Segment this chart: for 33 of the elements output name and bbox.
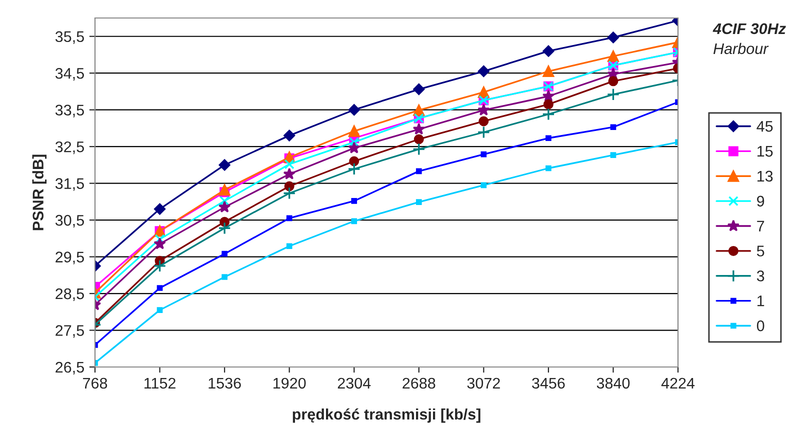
y-tick-label: 27,5: [56, 325, 84, 338]
x-tick-label: 2688: [402, 378, 436, 389]
x-tick-label: 1152: [144, 378, 176, 389]
x-tick-label: 768: [83, 378, 108, 389]
x-tick-label: 3072: [467, 378, 500, 389]
legend-label: 1: [757, 296, 764, 306]
y-tick-label: 33,5: [55, 104, 84, 118]
y-tick-label: 26,5: [56, 362, 84, 374]
x-tick-label: 1536: [208, 378, 241, 389]
y-tick-label: 35,5: [55, 31, 84, 44]
x-tick-label: 1920: [274, 378, 306, 389]
legend-label: 3: [756, 270, 764, 282]
y-tick-label: 28,5: [56, 288, 84, 302]
legend-label: 0: [756, 320, 764, 332]
x-axis-title: prędkość transmisji [kb/s]: [292, 408, 480, 423]
y-tick-label: 30,5: [55, 214, 84, 228]
x-tick-label: 3840: [596, 378, 630, 389]
y-tick-label: 34,5: [55, 68, 84, 81]
y-tick-label: 29,5: [56, 252, 84, 264]
x-tick-label: 3456: [532, 378, 565, 389]
y-tick-label: 31,5: [55, 178, 84, 191]
legend-label: 45: [756, 121, 773, 132]
text: Harbour: [713, 42, 769, 54]
legend-label: 15: [757, 146, 773, 157]
y-axis-title: PSNR [dB]: [32, 154, 47, 230]
legend-label: 7: [757, 220, 764, 232]
legend-label: 5: [756, 246, 764, 256]
x-tick-label: 2304: [338, 378, 371, 389]
legend-label: 13: [757, 170, 773, 182]
text: 4CIF 30Hz: [712, 23, 786, 34]
x-tick-label: 4224: [661, 378, 695, 388]
y-tick-label: 32,5: [55, 141, 84, 154]
legend-label: 9: [757, 196, 764, 207]
